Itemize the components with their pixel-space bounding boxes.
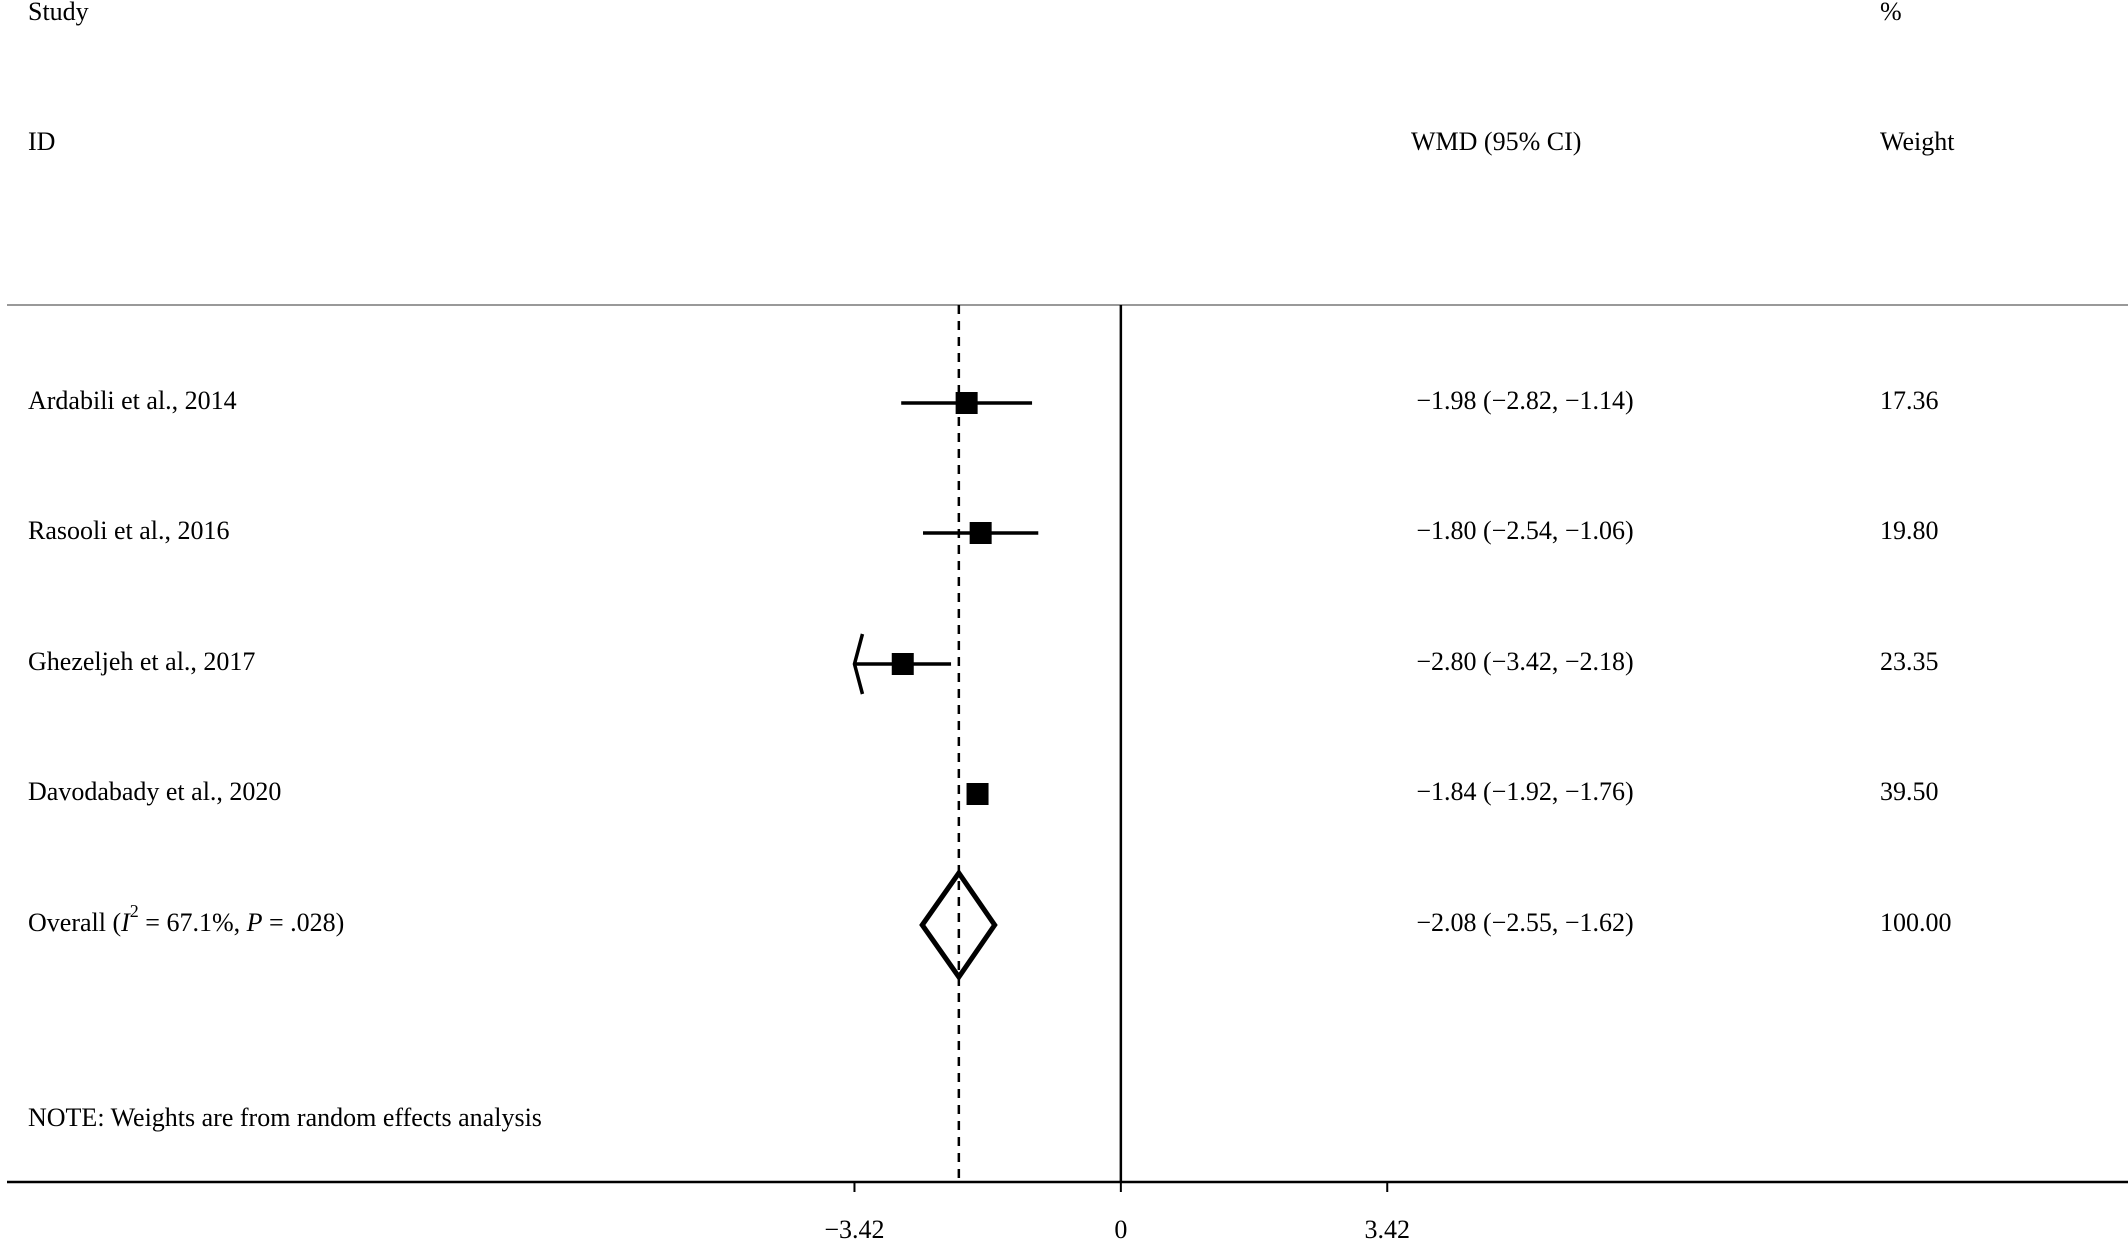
study-label: Ardabili et al., 2014 bbox=[28, 386, 237, 415]
study-label: Rasooli et al., 2016 bbox=[28, 516, 229, 545]
weight-label: 19.80 bbox=[1880, 516, 1939, 545]
ci-arrow bbox=[852, 633, 865, 695]
header-percent: % bbox=[1880, 0, 1902, 26]
ci-label: −1.80 (−2.54, −1.06) bbox=[1416, 516, 1633, 545]
ci-label: −1.84 (−1.92, −1.76) bbox=[1416, 777, 1633, 806]
estimate-square bbox=[891, 653, 914, 675]
overall-label-part: I bbox=[120, 908, 131, 937]
x-tick-label: 0 bbox=[1114, 1215, 1127, 1242]
header-id: ID bbox=[28, 127, 55, 156]
estimate-square bbox=[969, 522, 992, 544]
header-weight: Weight bbox=[1880, 127, 1955, 156]
overall-label-part: P bbox=[246, 908, 263, 937]
note: NOTE: Weights are from random effects an… bbox=[28, 1103, 542, 1132]
overall-label-part: = 67.1%, bbox=[139, 908, 247, 937]
weight-label: 100.00 bbox=[1880, 908, 1952, 937]
overall-diamond bbox=[919, 868, 998, 982]
header-study: Study bbox=[28, 0, 89, 26]
x-tick-label: 3.42 bbox=[1364, 1215, 1410, 1242]
study-label: Ghezeljeh et al., 2017 bbox=[28, 647, 255, 676]
overall-label-part: = .028) bbox=[263, 908, 345, 937]
weight-label: 39.50 bbox=[1880, 777, 1939, 806]
ci-label: −2.08 (−2.55, −1.62) bbox=[1416, 908, 1633, 937]
x-tick-label: −3.42 bbox=[824, 1215, 884, 1242]
study-label: Davodabady et al., 2020 bbox=[28, 777, 281, 806]
overall-label: Overall (I2 = 67.1%, P = .028) bbox=[28, 901, 344, 937]
header-effect: WMD (95% CI) bbox=[1411, 127, 1581, 156]
ci-label: −2.80 (−3.42, −2.18) bbox=[1416, 647, 1633, 676]
overall-label-part: Overall ( bbox=[28, 908, 121, 937]
estimate-square bbox=[955, 392, 978, 414]
ci-label: −1.98 (−2.82, −1.14) bbox=[1416, 386, 1633, 415]
overall-label-part: 2 bbox=[130, 901, 139, 921]
weight-label: 17.36 bbox=[1880, 386, 1939, 415]
weight-label: 23.35 bbox=[1880, 647, 1939, 676]
estimate-square bbox=[966, 783, 989, 805]
